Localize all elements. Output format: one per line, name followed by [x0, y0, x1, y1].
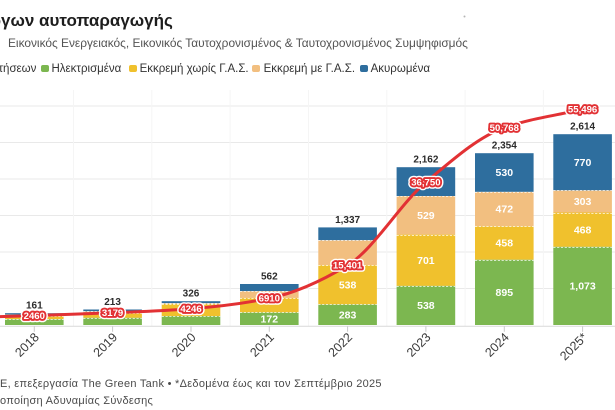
svg-text:2023: 2023	[404, 330, 434, 360]
svg-text:6910: 6910	[259, 294, 280, 305]
svg-text:530: 530	[496, 167, 514, 179]
svg-text:458: 458	[496, 238, 514, 250]
svg-text:50,768: 50,768	[490, 123, 520, 134]
svg-text:50,768: 50,768	[490, 123, 520, 134]
svg-text:2,614: 2,614	[570, 122, 595, 133]
svg-text:2020: 2020	[169, 330, 199, 360]
svg-text:15,401: 15,401	[333, 261, 363, 272]
svg-text:538: 538	[417, 300, 435, 312]
svg-text:2024: 2024	[482, 330, 512, 360]
svg-text:1,337: 1,337	[335, 215, 360, 226]
svg-text:55,496: 55,496	[568, 105, 597, 116]
svg-text:161: 161	[26, 301, 43, 312]
svg-text:2,162: 2,162	[413, 155, 438, 166]
svg-text:6910: 6910	[259, 294, 280, 305]
svg-text:538: 538	[339, 279, 357, 291]
svg-text:2,354: 2,354	[492, 141, 517, 152]
svg-text:529: 529	[417, 210, 435, 222]
svg-text:15,401: 15,401	[333, 261, 363, 272]
svg-text:55,496: 55,496	[568, 105, 597, 116]
svg-text:2022: 2022	[326, 330, 356, 360]
svg-text:770: 770	[574, 157, 592, 169]
svg-text:2018: 2018	[12, 330, 42, 360]
svg-text:2460: 2460	[24, 311, 45, 322]
svg-text:172: 172	[261, 313, 279, 325]
svg-text:303: 303	[574, 196, 592, 208]
svg-text:4246: 4246	[180, 304, 201, 315]
svg-text:36,750: 36,750	[411, 177, 440, 188]
svg-text:15,401: 15,401	[333, 261, 363, 272]
svg-text:326: 326	[183, 289, 200, 300]
svg-text:6910: 6910	[259, 294, 280, 305]
svg-text:2021: 2021	[247, 330, 277, 360]
svg-text:2460: 2460	[24, 311, 45, 322]
svg-text:468: 468	[574, 224, 592, 236]
svg-text:3179: 3179	[102, 308, 123, 319]
svg-text:1,073: 1,073	[569, 281, 595, 293]
svg-text:4246: 4246	[180, 304, 201, 315]
svg-text:472: 472	[496, 204, 514, 216]
svg-text:3179: 3179	[102, 308, 123, 319]
svg-text:895: 895	[496, 287, 514, 299]
svg-text:4246: 4246	[180, 304, 201, 315]
svg-text:36,750: 36,750	[411, 177, 440, 188]
svg-text:50,768: 50,768	[490, 123, 520, 134]
svg-text:283: 283	[339, 309, 357, 321]
svg-text:2019: 2019	[91, 330, 121, 360]
svg-text:2025*: 2025*	[557, 330, 590, 363]
svg-text:562: 562	[261, 272, 278, 283]
svg-text:213: 213	[104, 297, 121, 308]
svg-text:3179: 3179	[102, 308, 123, 319]
svg-text:36,750: 36,750	[411, 177, 440, 188]
svg-text:701: 701	[417, 255, 435, 267]
svg-text:2460: 2460	[24, 311, 45, 322]
svg-text:55,496: 55,496	[568, 105, 597, 116]
